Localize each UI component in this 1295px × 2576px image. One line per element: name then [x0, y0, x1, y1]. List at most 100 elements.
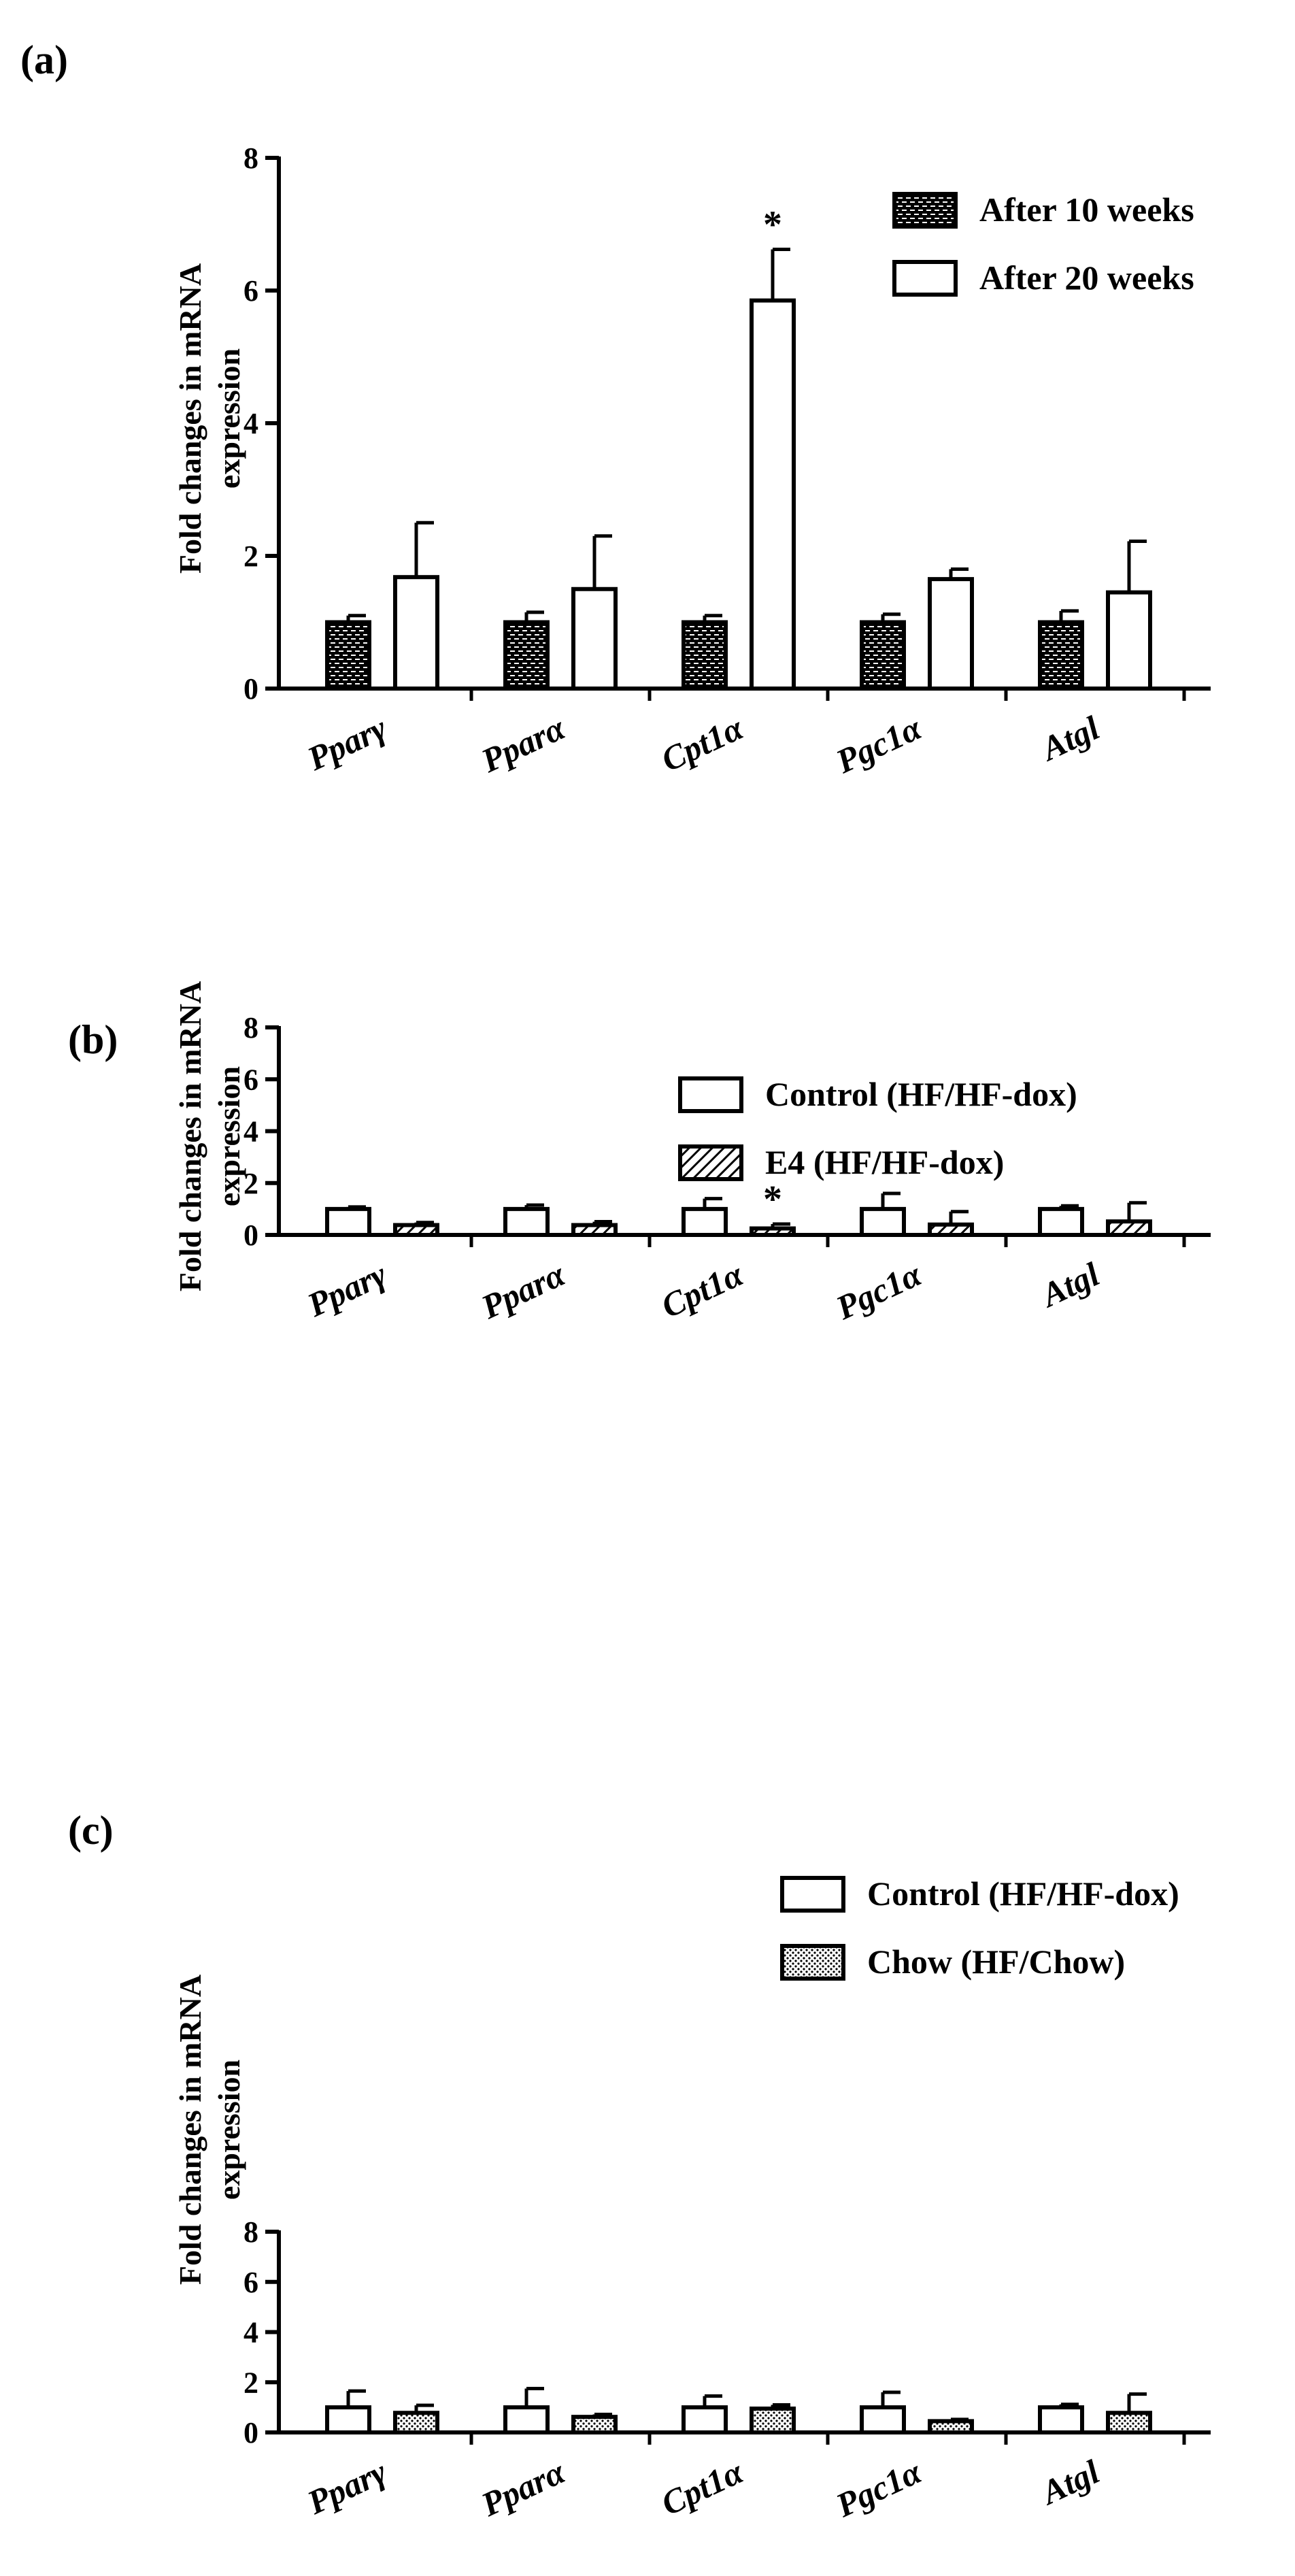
bar [325, 2405, 371, 2434]
bar [393, 575, 439, 691]
legend-label: Control (HF/HF-dox) [765, 1075, 1077, 1113]
bar [750, 1226, 796, 1237]
y-axis-label-line2: expression [212, 1066, 246, 1206]
panel-c: (c) Fold changes in mRNA expression 0 2 4 6… [68, 1808, 1211, 2525]
legend: Control (HF/HF-dox) Chow (HF/Chow) [780, 1875, 1179, 1981]
bar [393, 2411, 439, 2435]
legend-label: After 10 weeks [979, 191, 1194, 229]
annotations: * [763, 204, 782, 246]
panel-a: (a) Fold changes in mRNA expression 0 2 4 6… [20, 37, 1211, 781]
panel-label: (b) [68, 1017, 118, 1062]
bar [571, 587, 618, 691]
legend-swatch [780, 1944, 845, 1981]
bar [1106, 1219, 1152, 1238]
bar [682, 2405, 728, 2434]
panel-b: (b) Fold changes in mRNA expression 0 2 4 6… [68, 981, 1211, 1327]
y-tick-label: 2 [243, 2366, 258, 2399]
category-label: Pparγ [301, 1255, 392, 1324]
bar [503, 1206, 550, 1237]
bar [1038, 1206, 1084, 1237]
bar [1106, 590, 1152, 691]
bar [860, 1206, 906, 1237]
error-bars [346, 248, 1147, 623]
category-labels: Pparγ Pparα Cpt1α Pgc1α Atgl [301, 2452, 1105, 2525]
category-label: Pgc1α [830, 2452, 928, 2525]
bars [325, 298, 1152, 691]
category-label: Pgc1α [830, 708, 928, 781]
y-tick-label: 4 [243, 407, 258, 440]
y-axis: 0 2 4 6 8 [243, 2215, 281, 2449]
bar [1038, 2405, 1084, 2434]
y-axis-label-line1: Fold changes in mRNA [173, 981, 207, 1291]
y-tick-label: 4 [243, 1115, 258, 1149]
bar [682, 620, 728, 691]
bars [325, 1206, 1152, 1238]
category-label: Cpt1α [656, 708, 750, 779]
legend: After 10 weeks After 20 weeks [892, 191, 1194, 297]
y-tick-label: 2 [243, 1167, 258, 1200]
category-label: Pparα [475, 1255, 571, 1327]
legend-swatch [892, 260, 958, 297]
legend-swatch [892, 192, 958, 229]
panel-label: (a) [20, 37, 68, 82]
category-label: Atgl [1034, 1255, 1105, 1315]
y-tick-label: 8 [243, 2215, 258, 2249]
bar [928, 1222, 974, 1237]
legend-label: After 20 weeks [979, 259, 1194, 297]
bars [325, 2405, 1152, 2435]
category-label: Pparα [475, 2452, 571, 2524]
y-axis-label-line1: Fold changes in mRNA [173, 263, 207, 574]
category-labels: Pparγ Pparα Cpt1α Pgc1α Atgl [301, 708, 1105, 781]
bar [928, 577, 974, 691]
bar [1106, 2411, 1152, 2435]
y-axis: 0 2 4 6 8 [243, 1011, 281, 1252]
category-label: Pparγ [301, 2452, 392, 2522]
legend-swatch [678, 1076, 743, 1113]
bar [1038, 620, 1084, 691]
category-label: Pgc1α [830, 1255, 928, 1327]
bar [860, 620, 906, 691]
y-axis-label-line1: Fold changes in mRNA [173, 1975, 207, 2285]
y-tick-label: 0 [243, 672, 258, 706]
panel-label: (c) [68, 1808, 114, 1853]
category-label: Atgl [1034, 708, 1105, 768]
category-label: Cpt1α [656, 1255, 750, 1325]
annotations: * [763, 1178, 782, 1221]
bar [571, 2415, 618, 2434]
y-tick-label: 8 [243, 142, 258, 175]
legend-label: Chow (HF/Chow) [867, 1943, 1125, 1981]
y-tick-label: 6 [243, 2266, 258, 2299]
y-axis-label-line2: expression [212, 348, 246, 489]
bar [571, 1223, 618, 1237]
bar [928, 2419, 974, 2434]
y-axis: 0 2 4 6 8 [243, 142, 281, 706]
category-labels: Pparγ Pparα Cpt1α Pgc1α Atgl [301, 1255, 1105, 1327]
bar [503, 2405, 550, 2434]
bar [393, 1223, 439, 1237]
legend-label: E4 (HF/HF-dox) [765, 1143, 1004, 1181]
bar [325, 620, 371, 691]
y-tick-label: 4 [243, 2316, 258, 2349]
y-tick-label: 0 [243, 2416, 258, 2449]
bar [325, 1206, 371, 1237]
legend-swatch [780, 1876, 845, 1913]
bar [682, 1206, 728, 1237]
legend: Control (HF/HF-dox) E4 (HF/HF-dox) [678, 1075, 1077, 1181]
bar [503, 620, 550, 691]
y-tick-label: 2 [243, 540, 258, 573]
error-bars [346, 1191, 1147, 1229]
legend-swatch [678, 1144, 743, 1181]
y-tick-label: 6 [243, 274, 258, 308]
category-label: Pparγ [301, 708, 392, 778]
bar [750, 2406, 796, 2434]
y-tick-label: 8 [243, 1011, 258, 1044]
error-bars [346, 2386, 1147, 2422]
category-label: Pparα [475, 708, 571, 780]
category-label: Cpt1α [656, 2452, 750, 2523]
y-axis-label-line2: expression [212, 2060, 246, 2200]
significance-marker: * [763, 204, 782, 246]
bar [860, 2405, 906, 2434]
y-tick-label: 6 [243, 1063, 258, 1096]
bar [750, 298, 796, 691]
